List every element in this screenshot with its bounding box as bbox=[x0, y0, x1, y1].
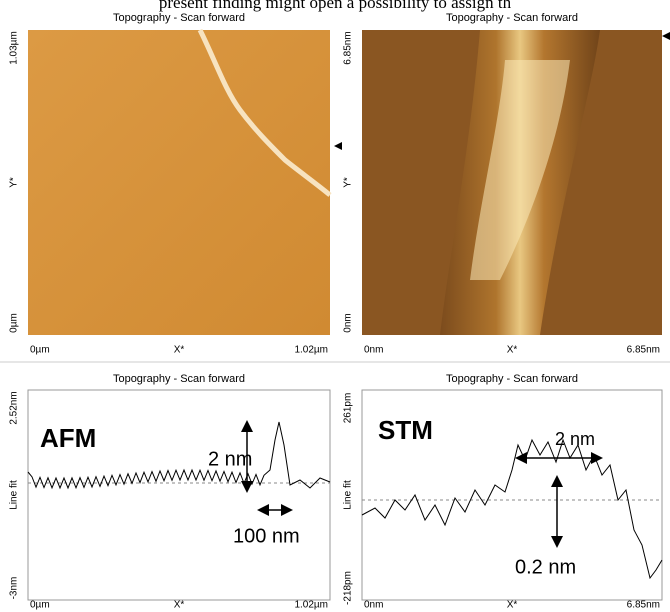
annotation: 2 nm bbox=[208, 448, 252, 470]
annotation: 2 nm bbox=[555, 429, 595, 449]
y-label: 6.85nm bbox=[343, 31, 354, 64]
annotation: AFM bbox=[40, 423, 96, 453]
x-label: 6.85nm bbox=[627, 345, 660, 356]
y-label: 1.03µm bbox=[9, 31, 20, 65]
panel-title: Topography - Scan forward bbox=[446, 12, 578, 24]
figure: present finding might open a possibility… bbox=[0, 0, 670, 612]
x-label: 0µm bbox=[30, 600, 50, 611]
y-label: 2.52nm bbox=[9, 391, 20, 424]
x-label: X* bbox=[174, 345, 185, 356]
panel-title: Topography - Scan forward bbox=[446, 373, 578, 385]
x-label: X* bbox=[174, 600, 185, 611]
y-label: -218pm bbox=[343, 571, 354, 605]
y-label: 261pm bbox=[343, 393, 354, 424]
y-label: 0nm bbox=[343, 313, 354, 332]
x-label: 6.85nm bbox=[627, 600, 660, 611]
y-label: 0µm bbox=[9, 313, 20, 333]
annotation: 100 nm bbox=[233, 525, 300, 547]
afm-image bbox=[28, 30, 330, 335]
annotation: 0.2 nm bbox=[515, 556, 576, 578]
panel-title: Topography - Scan forward bbox=[113, 373, 245, 385]
y-label: Y* bbox=[343, 177, 354, 188]
x-label: X* bbox=[507, 345, 518, 356]
y-label: Y* bbox=[9, 177, 20, 188]
panel-title: Topography - Scan forward bbox=[113, 12, 245, 24]
afm-profile-frame bbox=[28, 390, 330, 600]
x-label: 0µm bbox=[30, 345, 50, 356]
x-label: 1.02µm bbox=[294, 600, 328, 611]
marker bbox=[662, 32, 670, 40]
header-text: present finding might open a possibility… bbox=[159, 0, 512, 12]
marker bbox=[334, 142, 342, 150]
x-label: 0nm bbox=[364, 600, 383, 611]
x-label: 0nm bbox=[364, 345, 383, 356]
x-label: X* bbox=[507, 600, 518, 611]
y-label: Line fit bbox=[343, 480, 354, 510]
annotation: STM bbox=[378, 415, 433, 445]
y-label: -3nm bbox=[9, 577, 20, 600]
y-label: Line fit bbox=[9, 480, 20, 510]
x-label: 1.02µm bbox=[294, 345, 328, 356]
